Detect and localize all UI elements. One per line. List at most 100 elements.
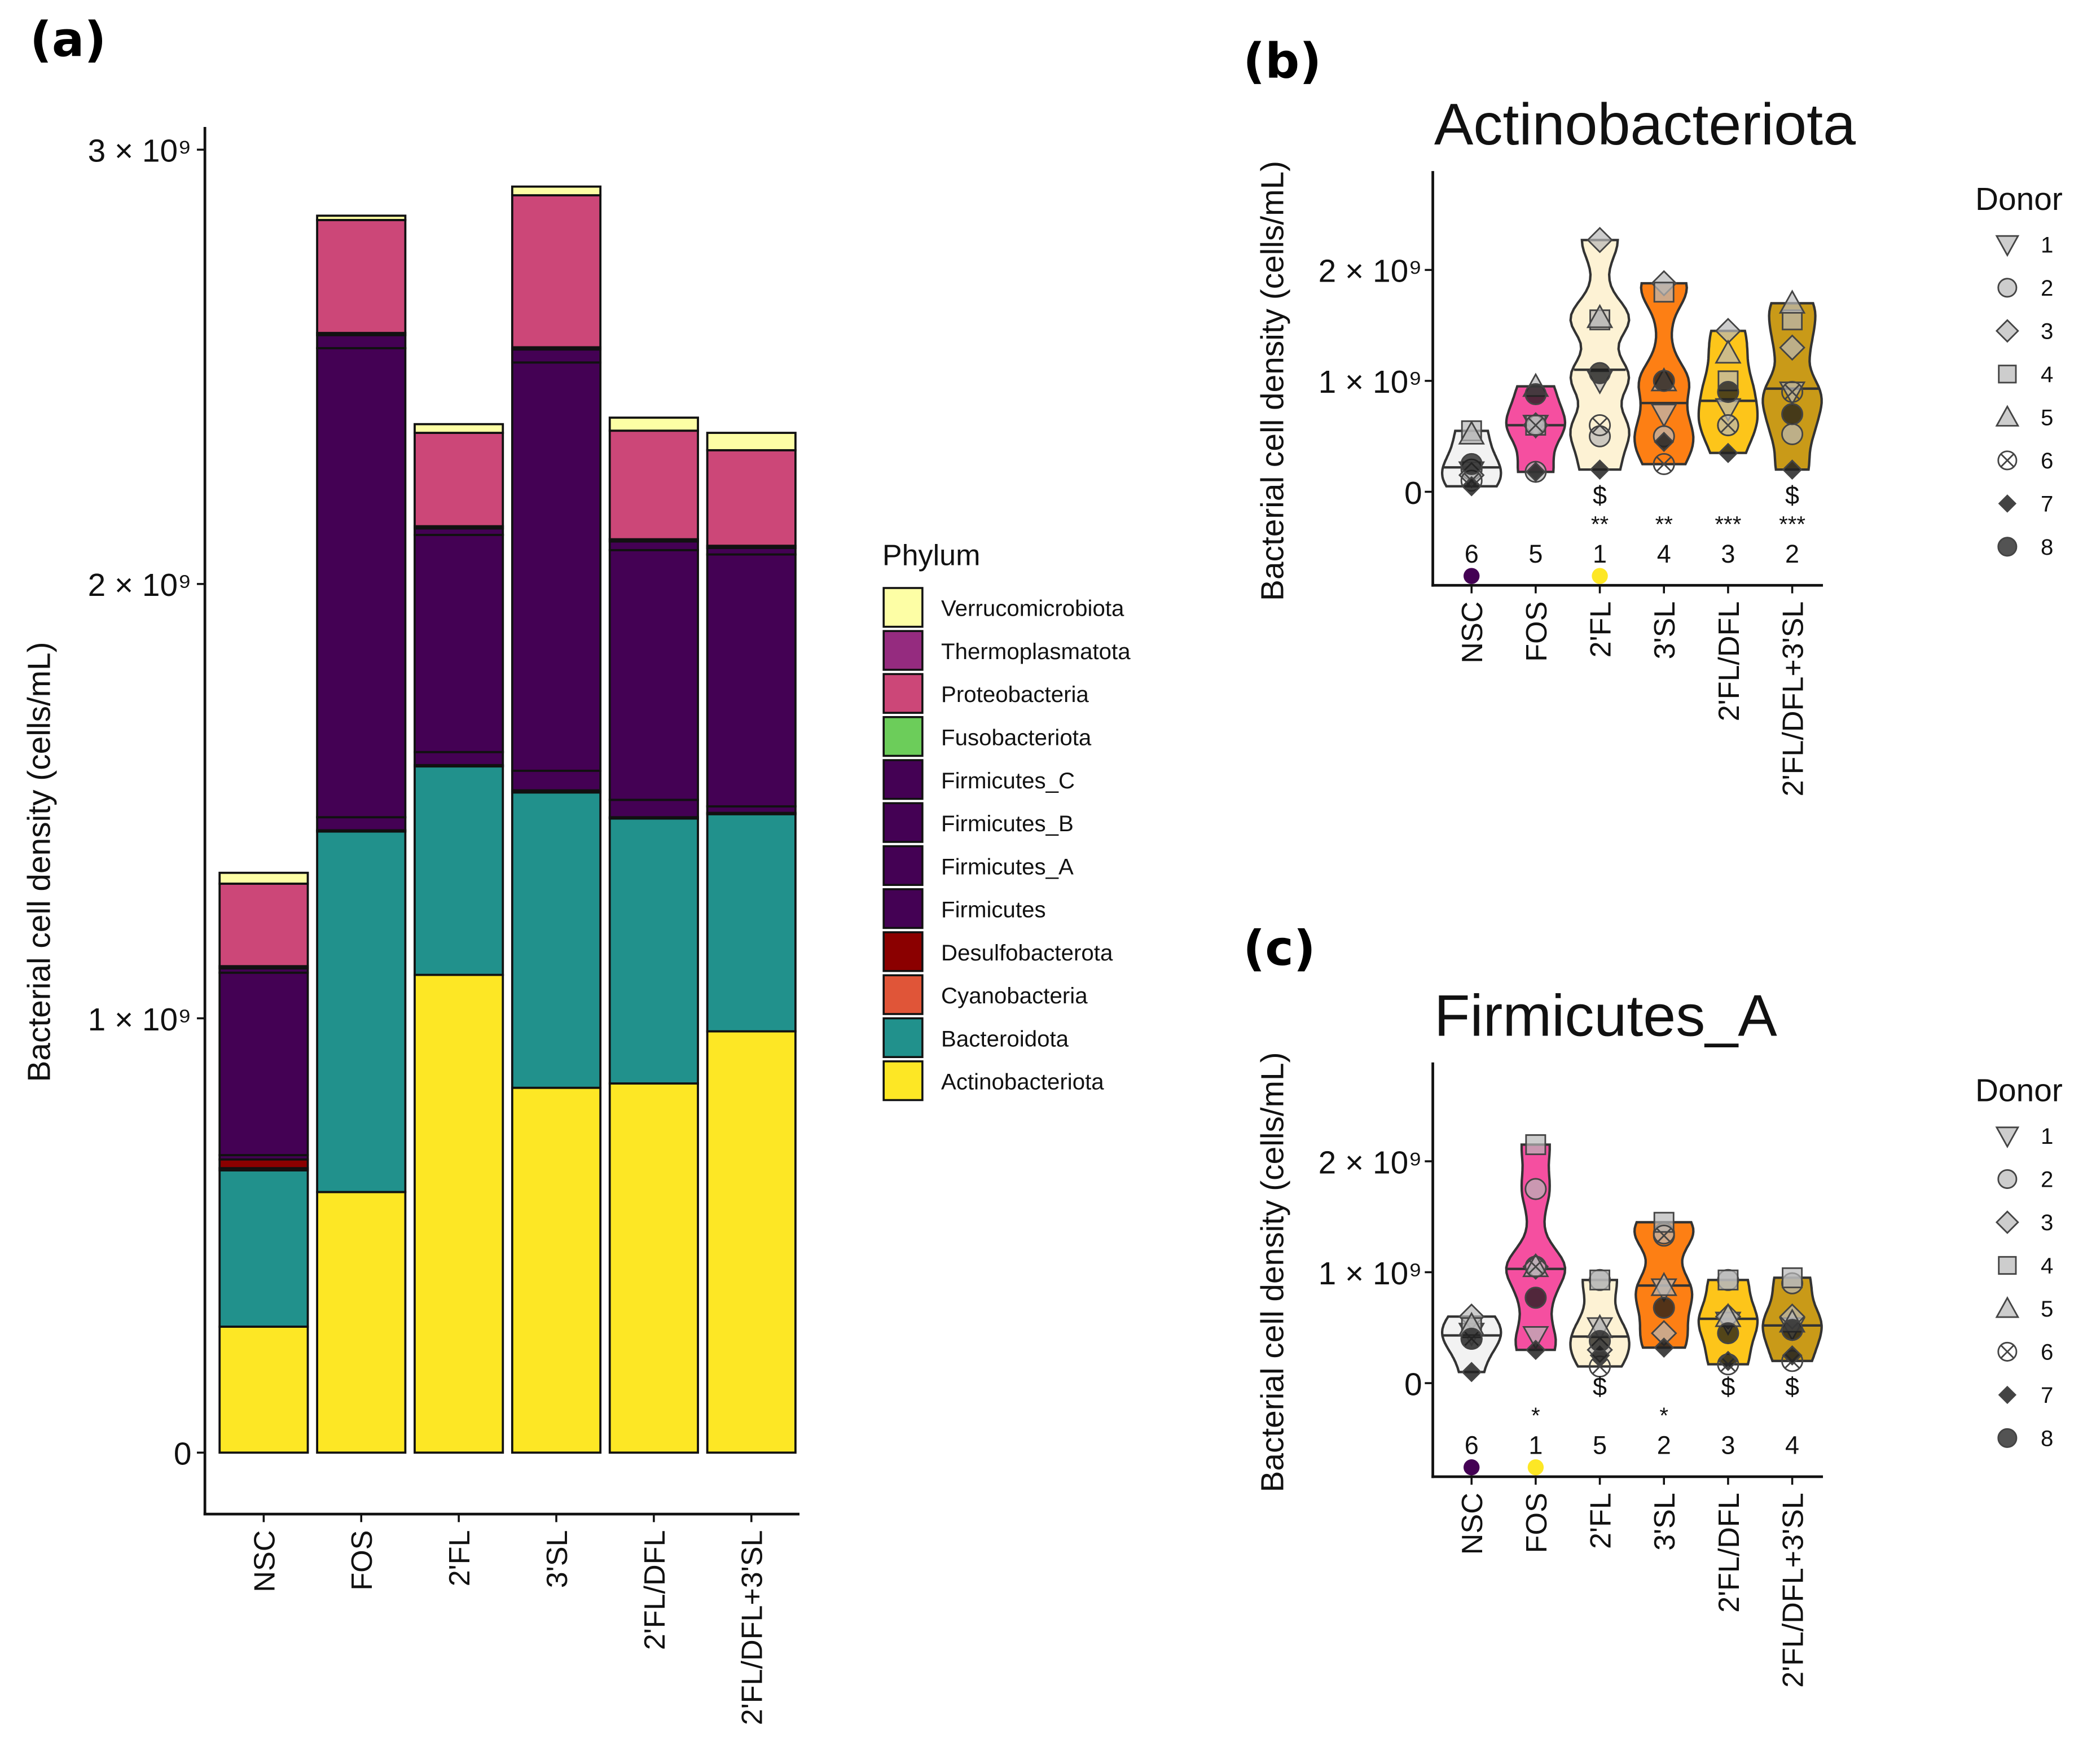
point-donor-7-filled-diamond (1782, 1345, 1803, 1366)
circle-x-cross (2000, 453, 2015, 468)
y-tick-label: 2 × 10⁹ (1319, 1145, 1422, 1181)
legend-label: Thermoplasmatota (941, 639, 1131, 664)
x-tick-label: 2'FL/DFL+3'SL (1777, 1493, 1810, 1688)
legend-donor-label: 7 (2041, 492, 2053, 517)
point-donor-7-filled-diamond (1525, 462, 1546, 482)
point-donor-2-circle (1997, 1169, 2018, 1189)
rank-label: 3 (1721, 1431, 1735, 1460)
legend-swatch (882, 974, 924, 1015)
bar-segment-proteobacteria (608, 429, 699, 541)
point-donor-7-filled-diamond (1654, 1337, 1675, 1358)
legend-swatch (882, 888, 924, 929)
circle-x-ring (1653, 1225, 1675, 1247)
point-donor-8-filled-circle (1997, 537, 2018, 557)
legend-label: Firmicutes_C (941, 768, 1075, 793)
point-donor-4-square (1998, 1256, 2017, 1275)
point-donor-3-diamond (1995, 319, 2019, 343)
x-tick-label: 3'SL (1649, 602, 1681, 660)
point-donor-8-filled-circle (1653, 370, 1675, 392)
bar-segment-proteobacteria (316, 219, 407, 334)
bar-segment-verrucomicrobiota (511, 185, 602, 196)
circle-x-ring (1653, 453, 1675, 475)
legend-label: Firmicutes_A (941, 854, 1074, 879)
legend-donor-label: 6 (2041, 1340, 2053, 1365)
point-donor-8-filled-circle (1781, 1319, 1804, 1341)
legend-donor-label: 6 (2041, 448, 2053, 473)
x-tick-label: 3'SL (1649, 1493, 1681, 1551)
bar-segment-verrucomicrobiota (706, 432, 797, 451)
point-donor-7-filled-diamond (1998, 1385, 2017, 1405)
bar-segment-proteobacteria (414, 432, 504, 528)
point-donor-7-filled-diamond (1654, 432, 1675, 453)
rank-label: 6 (1465, 1431, 1479, 1460)
y-tick-label: 1 × 10⁹ (1319, 365, 1422, 400)
legend-swatch (882, 630, 924, 671)
circle-x-cross (1528, 417, 1544, 433)
panel-label-c: (c) (1243, 921, 1315, 977)
bar-segment-proteobacteria (706, 449, 797, 547)
point-donor-6-circle-x (1653, 453, 1675, 475)
y-tick-label: 2 × 10⁹ (1319, 254, 1422, 289)
bar-segment-bacteroidota (608, 817, 699, 1085)
violin-group-5 (1761, 289, 1823, 480)
y-tick-label: 2 × 10⁹ (88, 568, 192, 603)
circle-x-cross (1720, 417, 1736, 433)
legend-donor-label: 3 (2041, 1210, 2053, 1235)
point-donor-1-triangle-down (1650, 403, 1677, 428)
circle-x-cross (1528, 1258, 1544, 1275)
bar-segment-bacteroidota (218, 1169, 309, 1328)
x-tick-label: 2'FL/DFL (639, 1530, 671, 1651)
point-donor-8-filled-circle (1717, 381, 1739, 403)
circle-x-cross (2000, 1345, 2015, 1359)
point-donor-7-filled-diamond (1717, 1350, 1738, 1371)
point-donor-4-square (1998, 365, 2017, 384)
point-donor-8-filled-circle (1524, 1287, 1547, 1309)
legend-donor-label: 2 (2041, 1167, 2053, 1192)
dollar-annotation: $ (1785, 481, 1799, 510)
legend-swatch (882, 1017, 924, 1059)
significance-stars: *** (1779, 512, 1805, 537)
point-donor-6-circle-x (1997, 1341, 2018, 1362)
point-donor-8-filled-circle (1717, 1322, 1739, 1345)
violin-group-3 (1633, 1212, 1695, 1358)
point-donor-1-triangle-down (1995, 235, 2020, 257)
y-axis-label: Bacterial cell density (cells/mL) (1255, 161, 1290, 601)
violin-group-4 (1697, 1269, 1759, 1376)
dollar-annotation: $ (1721, 1372, 1735, 1401)
point-donor-6-circle-x (1524, 414, 1547, 437)
point-donor-2-circle (1589, 425, 1611, 447)
point-donor-8-filled-circle (1589, 362, 1611, 384)
bar-stack-5 (706, 432, 797, 1454)
bar-segment-firmicutes_a (218, 971, 309, 1156)
panel-label-a: (a) (30, 12, 106, 68)
bar-segment-actinobacteriota (316, 1191, 407, 1454)
y-tick-label: 0 (1404, 1367, 1422, 1402)
point-donor-4-square (1589, 1269, 1611, 1291)
violin-group-1 (1505, 1134, 1567, 1361)
x-tick-label: NSC (248, 1530, 281, 1592)
legend-donor-label: 1 (2041, 1124, 2053, 1149)
dollar-annotation: $ (1785, 1372, 1799, 1401)
violin-group-1 (1505, 372, 1567, 483)
circle-x-ring (1589, 414, 1611, 437)
point-donor-6-circle-x (1653, 1225, 1675, 1247)
rank-label: 2 (1657, 1431, 1671, 1460)
bar-segment-firmicutes (316, 816, 407, 832)
significance-stars: * (1531, 1403, 1540, 1428)
point-donor-5-triangle-up (1586, 304, 1614, 328)
bar-segment-bacteroidota (511, 791, 602, 1089)
bar-segment-bacteroidota (316, 830, 407, 1193)
point-donor-8-filled-circle (1460, 453, 1483, 475)
plot-title: Actinobacteriota (1434, 92, 1856, 157)
point-donor-5-triangle-up (1458, 420, 1485, 445)
x-tick-label: 2'FL/DFL+3'SL (1777, 602, 1810, 797)
point-donor-7-filled-diamond (1461, 1362, 1482, 1383)
bar-segment-firmicutes (414, 751, 504, 766)
rank-label: 4 (1785, 1431, 1799, 1460)
bar-segment-proteobacteria (218, 883, 309, 968)
point-donor-2-circle (1524, 1178, 1547, 1200)
violin-body (1569, 239, 1631, 471)
bar-segment-firmicutes (608, 798, 699, 819)
significance-stars: ** (1591, 512, 1609, 537)
y-axis-label: Bacterial cell density (cells/mL) (1255, 1052, 1290, 1492)
